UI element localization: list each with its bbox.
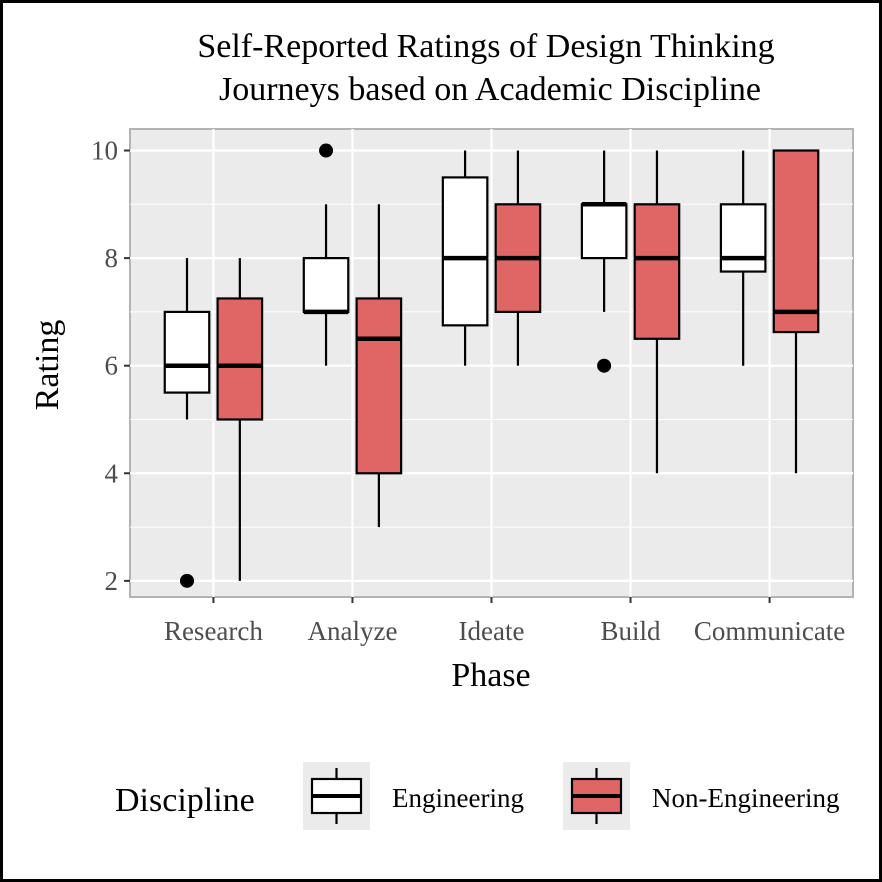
- legend-label: Engineering: [392, 783, 524, 813]
- legend-key-non-engineering: Non-Engineering: [563, 762, 839, 830]
- legend: Discipline Engineering Non-Engineering: [115, 762, 839, 830]
- outlier-point: [597, 358, 612, 373]
- chart-title-line-1: Self-Reported Ratings of Design Thinking: [197, 28, 774, 65]
- y-tick-label: 2: [105, 566, 119, 596]
- x-axis-label: Phase: [451, 657, 530, 694]
- x-tick-label: Build: [601, 616, 662, 646]
- box-communicate-engineering: [719, 150, 767, 366]
- legend-label: Non-Engineering: [652, 783, 839, 813]
- y-tick-label: 4: [105, 458, 119, 488]
- chart-title: Self-Reported Ratings of Design Thinking…: [197, 28, 774, 108]
- legend-title: Discipline: [115, 782, 255, 819]
- box: [580, 203, 628, 260]
- y-axis-ticks: 2 4 6 8 10: [91, 136, 130, 596]
- y-tick-label: 6: [105, 351, 119, 381]
- box: [216, 297, 264, 421]
- y-tick-label: 10: [91, 136, 118, 166]
- box-communicate-non-engineering: [772, 149, 820, 474]
- legend-key-engineering: Engineering: [303, 762, 524, 830]
- x-tick-label: Ideate: [459, 616, 525, 646]
- box: [772, 149, 820, 334]
- x-tick-label: Communicate: [694, 616, 845, 646]
- chart-title-line-2: Journeys based on Academic Discipline: [219, 71, 761, 108]
- box-build-engineering: [580, 150, 628, 373]
- y-tick-label: 8: [105, 243, 119, 273]
- outlier-point: [180, 573, 195, 588]
- box-analyze-engineering: [302, 143, 350, 366]
- x-axis-ticks: Research Analyze Ideate Build Communicate: [164, 597, 845, 646]
- x-tick-label: Analyze: [307, 616, 397, 646]
- box-ideate-non-engineering: [494, 150, 542, 366]
- box: [302, 257, 350, 313]
- box-series: [163, 143, 820, 588]
- box: [719, 203, 767, 273]
- box: [633, 203, 681, 340]
- box-analyze-non-engineering: [355, 204, 403, 528]
- y-axis-label: Rating: [29, 320, 66, 411]
- box-research-non-engineering: [216, 258, 264, 581]
- box-ideate-engineering: [441, 150, 489, 366]
- box: [163, 310, 211, 394]
- box: [441, 176, 489, 327]
- box-research-engineering: [163, 258, 211, 588]
- outlier-point: [319, 143, 334, 158]
- x-tick-label: Research: [164, 616, 263, 646]
- box: [355, 297, 403, 475]
- box-build-non-engineering: [633, 150, 681, 474]
